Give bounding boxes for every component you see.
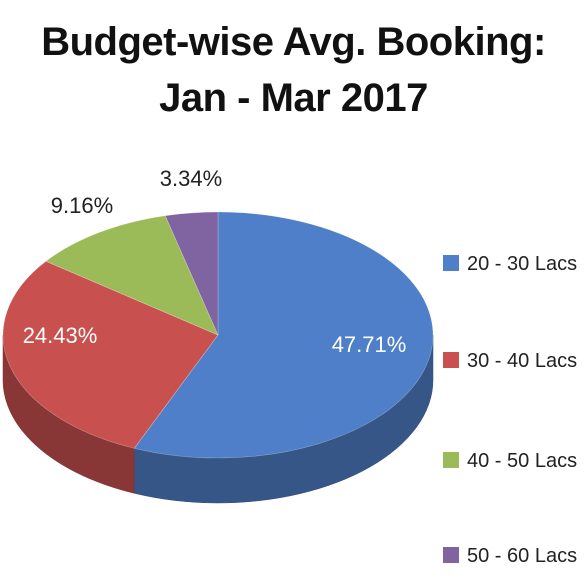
data-label-40-50-lacs: 9.16%	[51, 193, 113, 218]
legend-label-30-40-lacs: 30 - 40 Lacs	[467, 350, 577, 372]
legend-label-40-50-lacs: 40 - 50 Lacs	[467, 450, 577, 472]
pie-slice-40-50-lacs	[45, 215, 219, 336]
legend-item-30-40-lacs: 30 - 40 Lacs	[443, 350, 577, 372]
chart-title: Budget-wise Avg. Booking: Jan - Mar 2017	[0, 14, 587, 126]
legend-item-50-60-lacs: 50 - 60 Lacs	[443, 545, 577, 567]
legend-label-20-30-lacs: 20 - 30 Lacs	[467, 253, 577, 275]
slice-labels: 47.71% 24.43% 9.16% 3.34%	[23, 166, 407, 357]
pie-slice-20-30-lacs	[133, 211, 434, 459]
chart-title-line-2: Jan - Mar 2017	[159, 76, 428, 120]
legend-swatch-40-50-lacs	[443, 452, 459, 468]
chart-title-line-1: Budget-wise Avg. Booking:	[41, 20, 546, 64]
legend-swatch-50-60-lacs	[443, 547, 459, 563]
pie-slice-30-40-lacs	[2, 260, 219, 449]
legend-label-50-60-lacs: 50 - 60 Lacs	[467, 545, 577, 567]
data-label-50-60-lacs: 3.34%	[160, 166, 222, 191]
data-label-30-40-lacs: 24.43%	[23, 323, 98, 348]
pie-top-group	[2, 211, 434, 459]
legend: 20 - 30 Lacs 30 - 40 Lacs 40 - 50 Lacs 50 -…	[443, 253, 577, 567]
legend-swatch-30-40-lacs	[443, 352, 459, 368]
pie-slice-50-60-lacs	[164, 211, 219, 336]
data-label-20-30-lacs: 47.71%	[332, 332, 407, 357]
legend-swatch-20-30-lacs	[443, 255, 459, 271]
legend-item-20-30-lacs: 20 - 30 Lacs	[443, 253, 577, 275]
legend-item-40-50-lacs: 40 - 50 Lacs	[443, 450, 577, 472]
